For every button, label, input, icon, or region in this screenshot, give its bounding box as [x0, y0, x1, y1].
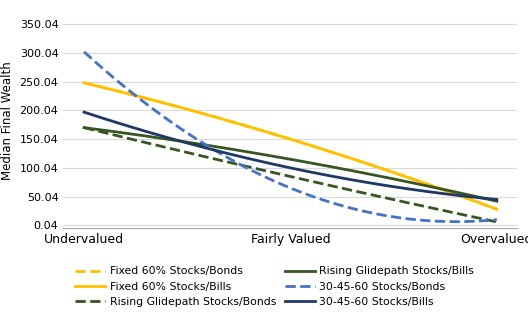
30-45-60 Stocks/Bonds	[429, 219, 435, 223]
30-45-60 Stocks/Bonds	[327, 200, 333, 204]
Fixed 60% Stocks/Bills	[82, 81, 89, 85]
Fixed 60% Stocks/Bonds	[455, 193, 461, 197]
30-45-60 Stocks/Bonds	[325, 200, 332, 204]
Rising Glidepath Stocks/Bonds	[334, 185, 340, 189]
30-45-60 Stocks/Bills	[82, 111, 89, 114]
Fixed 60% Stocks/Bonds	[327, 150, 333, 153]
30-45-60 Stocks/Bills	[429, 190, 435, 194]
30-45-60 Stocks/Bonds	[456, 220, 463, 223]
30-45-60 Stocks/Bills	[327, 174, 333, 178]
Rising Glidepath Stocks/Bills	[327, 165, 333, 168]
Rising Glidepath Stocks/Bills	[82, 126, 89, 130]
30-45-60 Stocks/Bills	[334, 175, 340, 179]
Line: Fixed 60% Stocks/Bonds: Fixed 60% Stocks/Bonds	[84, 83, 497, 209]
Fixed 60% Stocks/Bills	[494, 207, 500, 211]
30-45-60 Stocks/Bills	[81, 110, 87, 114]
Line: Rising Glidepath Stocks/Bills: Rising Glidepath Stocks/Bills	[84, 128, 497, 201]
Fixed 60% Stocks/Bills	[334, 152, 340, 156]
Line: 30-45-60 Stocks/Bills: 30-45-60 Stocks/Bills	[84, 112, 497, 199]
30-45-60 Stocks/Bonds	[452, 220, 458, 223]
Fixed 60% Stocks/Bonds	[325, 149, 332, 153]
Rising Glidepath Stocks/Bonds	[82, 126, 89, 130]
Fixed 60% Stocks/Bills	[325, 149, 332, 153]
30-45-60 Stocks/Bonds	[82, 51, 89, 55]
Line: Fixed 60% Stocks/Bills: Fixed 60% Stocks/Bills	[84, 83, 497, 209]
Fixed 60% Stocks/Bills	[429, 184, 435, 188]
Rising Glidepath Stocks/Bills	[81, 126, 87, 130]
30-45-60 Stocks/Bills	[325, 174, 332, 178]
30-45-60 Stocks/Bills	[455, 193, 461, 197]
Line: Rising Glidepath Stocks/Bonds: Rising Glidepath Stocks/Bonds	[84, 128, 497, 222]
30-45-60 Stocks/Bonds	[81, 50, 87, 54]
Fixed 60% Stocks/Bonds	[81, 81, 87, 85]
Legend: Fixed 60% Stocks/Bonds, Fixed 60% Stocks/Bills, Rising Glidepath Stocks/Bonds, R: Fixed 60% Stocks/Bonds, Fixed 60% Stocks…	[71, 262, 478, 312]
Fixed 60% Stocks/Bills	[81, 81, 87, 85]
Rising Glidepath Stocks/Bills	[494, 199, 500, 203]
Fixed 60% Stocks/Bills	[455, 193, 461, 197]
Fixed 60% Stocks/Bonds	[82, 81, 89, 85]
Line: 30-45-60 Stocks/Bonds: 30-45-60 Stocks/Bonds	[84, 52, 497, 222]
Fixed 60% Stocks/Bonds	[334, 152, 340, 156]
Fixed 60% Stocks/Bonds	[429, 184, 435, 188]
Rising Glidepath Stocks/Bonds	[327, 184, 333, 187]
Rising Glidepath Stocks/Bills	[455, 191, 461, 194]
Rising Glidepath Stocks/Bonds	[325, 183, 332, 187]
30-45-60 Stocks/Bonds	[334, 202, 340, 206]
30-45-60 Stocks/Bills	[494, 197, 500, 201]
30-45-60 Stocks/Bonds	[494, 218, 500, 222]
Rising Glidepath Stocks/Bonds	[81, 126, 87, 130]
Y-axis label: Median Final Wealth: Median Final Wealth	[1, 61, 14, 180]
Fixed 60% Stocks/Bonds	[494, 207, 500, 211]
Rising Glidepath Stocks/Bills	[429, 185, 435, 189]
Rising Glidepath Stocks/Bonds	[429, 206, 435, 210]
Rising Glidepath Stocks/Bills	[325, 164, 332, 168]
Rising Glidepath Stocks/Bonds	[455, 212, 461, 216]
Rising Glidepath Stocks/Bills	[334, 166, 340, 170]
Fixed 60% Stocks/Bills	[327, 150, 333, 153]
Rising Glidepath Stocks/Bonds	[494, 220, 500, 224]
